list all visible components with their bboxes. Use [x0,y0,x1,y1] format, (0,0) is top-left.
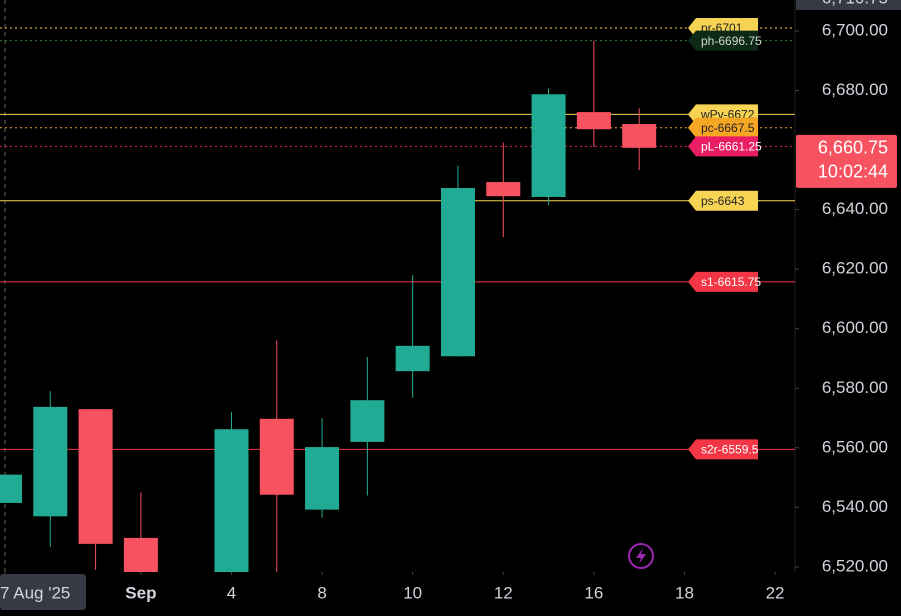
x-tick-label: 16 [584,583,603,602]
candle-body [0,474,22,503]
level-tag [688,136,758,157]
candle-body [440,188,475,357]
level-tag [688,30,758,51]
level-label: pL-6661.25 [701,140,762,154]
level-label: ps-6643 [701,194,745,208]
level-label: s2r-6559.5 [701,442,759,456]
level-label: ph-6696.75 [701,34,762,48]
crosshair-price-label: 6,710.75 [822,0,888,7]
candle-body [395,345,430,372]
x-axis-bg [0,572,901,616]
candle-body [486,182,521,197]
x-tick-label: 8 [317,583,326,602]
level-tag [688,439,758,460]
y-tick-label: 6,520.00 [822,556,888,575]
y-tick-label: 6,580.00 [822,378,888,397]
level-tag [688,117,758,138]
x-label-box [0,574,86,610]
countdown-label: 10:02:44 [818,162,888,182]
x-tick-label: 4 [227,583,236,602]
last-price-label: 6,660.75 [818,138,888,158]
x-tick-label: 12 [494,583,513,602]
level-tag [688,271,758,292]
y-tick-label: 6,700.00 [822,20,888,39]
last-price-box [796,134,897,188]
candle-body [576,112,611,130]
candle-body [259,418,294,495]
crosshair-price-box [796,0,901,10]
level-tag [688,190,758,211]
y-tick-label: 6,540.00 [822,497,888,516]
y-tick-label: 6,560.00 [822,437,888,456]
level-label: pc-6667.5 [701,121,755,135]
level-label: s1-6615.75 [701,275,761,289]
x-tick-label: 10 [403,583,422,602]
y-tick-label: 6,620.00 [822,259,888,278]
x-tick-label: 18 [675,583,694,602]
candle-body [214,429,249,573]
candle-body [350,400,385,442]
y-axis-bg [796,0,901,572]
y-tick-label: 6,640.00 [822,199,888,218]
y-tick-label: 6,600.00 [822,318,888,337]
candle-body [33,406,68,517]
candle-body [78,409,113,544]
candle-body [305,447,340,510]
x-tick-label: 7 Aug '25 [0,583,70,602]
replay-icon[interactable] [628,543,654,569]
x-tick-label: 22 [766,583,785,602]
candle-body [622,124,657,148]
candle-body [531,94,566,197]
y-tick-label: 6,680.00 [822,80,888,99]
x-tick-label: Sep [125,583,156,602]
